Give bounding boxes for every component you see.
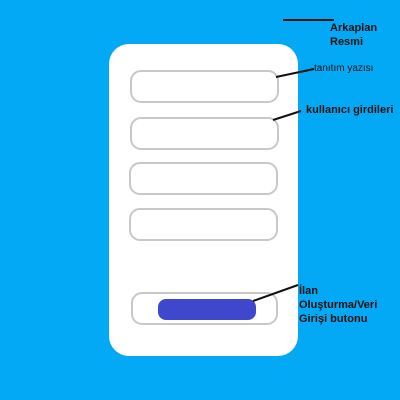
user-input-field-3[interactable] [129, 208, 278, 241]
user-inputs-label: kullanıcı girdileri [306, 104, 394, 116]
submit-button-label: İlan Oluşturma/Veri Girişi butonu [299, 285, 378, 325]
intro-text-label: tanıtım yazısı [314, 63, 374, 74]
intro-text-field [130, 70, 279, 103]
user-input-field-1[interactable] [130, 117, 279, 150]
user-input-field-2[interactable] [129, 162, 278, 195]
submit-button[interactable] [158, 299, 256, 320]
background-image-label: Arkaplan Resmi [330, 22, 378, 48]
